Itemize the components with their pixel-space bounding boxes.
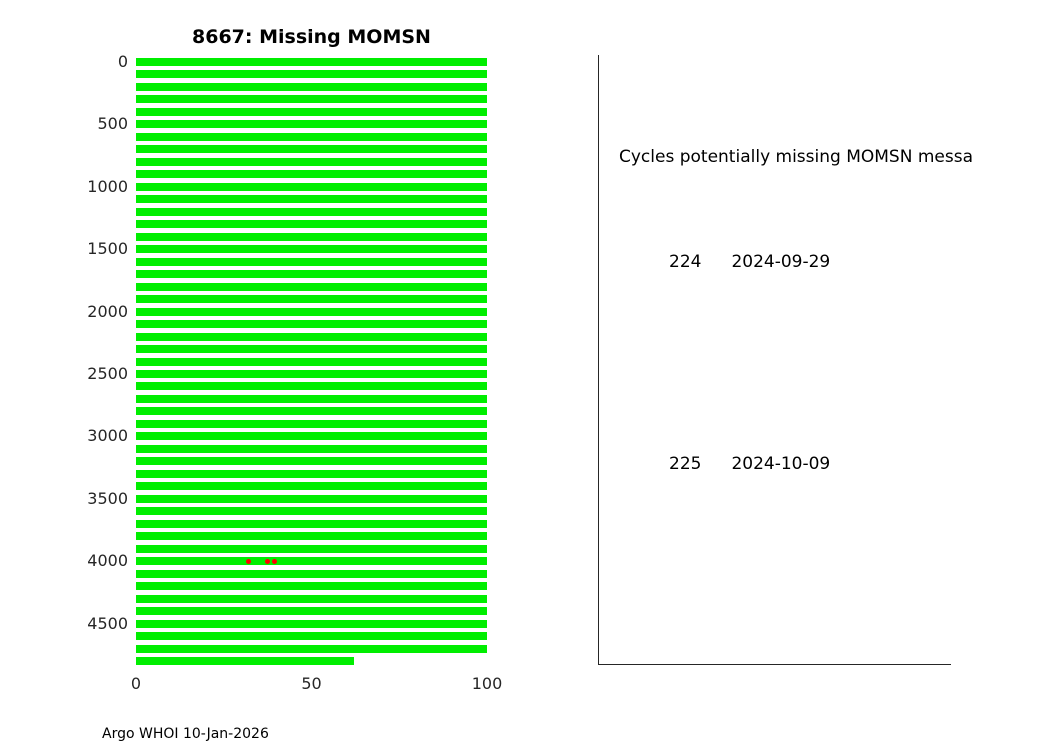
missing-momsn-point (265, 558, 271, 564)
momsn-band (136, 532, 487, 541)
momsn-band (136, 357, 487, 366)
momsn-band (136, 257, 487, 266)
momsn-band (136, 519, 487, 528)
y-tick-label: 4500 (87, 613, 128, 633)
momsn-band (136, 58, 487, 66)
momsn-band (136, 544, 487, 553)
y-tick-label: 3000 (87, 426, 128, 446)
momsn-band (136, 469, 487, 478)
plot-area (136, 58, 487, 665)
momsn-band (136, 170, 487, 179)
momsn-band (136, 95, 487, 104)
momsn-band (136, 432, 487, 441)
y-tick-label: 1500 (87, 239, 128, 259)
momsn-band (136, 582, 487, 591)
x-tick-label: 50 (301, 674, 322, 693)
y-tick-label: 2000 (87, 301, 128, 321)
momsn-band (136, 444, 487, 453)
missing-momsn-point (272, 558, 278, 564)
momsn-band (136, 182, 487, 191)
momsn-band (136, 507, 487, 516)
momsn-band (136, 482, 487, 491)
momsn-band (136, 619, 487, 628)
momsn-band (136, 320, 487, 329)
x-tick-label: 100 (471, 674, 503, 693)
missing-cycle-entry: 225 2024-10-09 (669, 454, 830, 474)
cycle-date: 2024-10-09 (731, 454, 831, 474)
momsn-band (136, 220, 487, 229)
momsn-band (136, 282, 487, 291)
momsn-band (136, 457, 487, 466)
momsn-band (136, 157, 487, 166)
momsn-band (136, 345, 487, 354)
momsn-band (136, 195, 487, 204)
momsn-band (136, 494, 487, 503)
y-tick-label: 4000 (87, 551, 128, 571)
momsn-band (136, 145, 487, 154)
momsn-band (136, 632, 487, 641)
y-tick-label: 1000 (87, 176, 128, 196)
cycle-number: 225 (669, 454, 702, 474)
momsn-band (136, 245, 487, 254)
y-tick-label: 2500 (87, 363, 128, 383)
momsn-band (136, 295, 487, 304)
momsn-band (136, 70, 487, 79)
momsn-band (136, 232, 487, 241)
momsn-band (136, 332, 487, 341)
cycle-date: 2024-09-29 (731, 252, 831, 272)
panel-heading: Cycles potentially missing MOMSN messa (619, 147, 973, 167)
cycle-number: 224 (669, 252, 702, 272)
momsn-band (136, 270, 487, 279)
momsn-band (136, 369, 487, 378)
momsn-band (136, 132, 487, 141)
momsn-band (136, 120, 487, 129)
momsn-band (136, 644, 487, 653)
y-tick-label: 3500 (87, 488, 128, 508)
momsn-band (136, 419, 487, 428)
momsn-band (136, 307, 487, 316)
momsn-band (136, 82, 487, 91)
momsn-band (136, 394, 487, 403)
momsn-band (136, 594, 487, 603)
x-tick-label: 0 (130, 674, 142, 693)
momsn-band (136, 407, 487, 416)
chart-title: 8667: Missing MOMSN (192, 26, 431, 48)
momsn-band (136, 557, 487, 566)
momsn-band (136, 657, 354, 665)
momsn-band (136, 382, 487, 391)
missing-momsn-point (245, 558, 251, 564)
momsn-band (136, 207, 487, 216)
missing-cycles-panel: Cycles potentially missing MOMSN messa 2… (598, 55, 973, 665)
y-tick-label: 500 (97, 114, 128, 134)
y-tick-label: 0 (117, 52, 128, 71)
momsn-band (136, 569, 487, 578)
missing-cycle-entry: 224 2024-09-29 (669, 252, 830, 272)
watermark-text: Argo WHOI 10-Jan-2026 (102, 726, 269, 742)
momsn-band (136, 107, 487, 116)
momsn-band (136, 607, 487, 616)
